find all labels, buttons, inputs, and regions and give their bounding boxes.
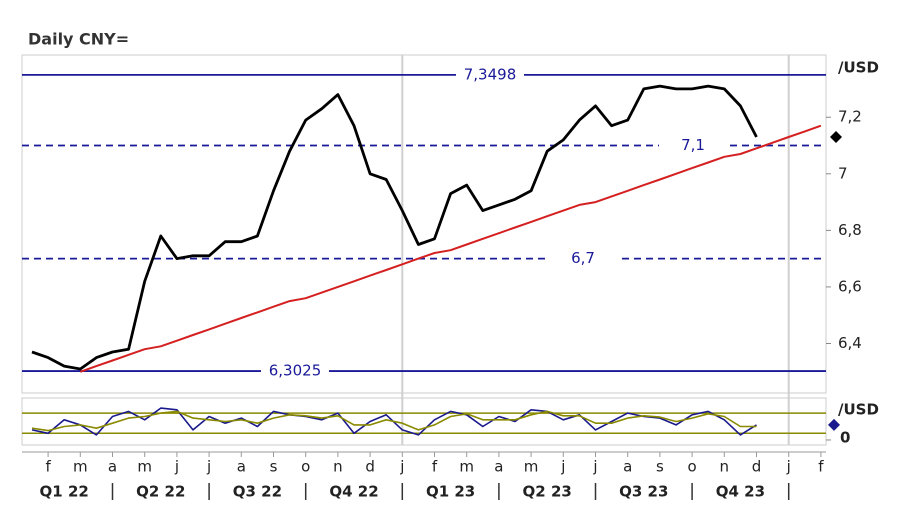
x-tick-label: a bbox=[108, 458, 117, 476]
osc-line bbox=[31, 410, 757, 432]
x-tick-label: f bbox=[432, 458, 438, 476]
x-tick-label: j bbox=[786, 458, 791, 476]
x-tick-label: s bbox=[656, 458, 664, 476]
x-tick-label: f bbox=[818, 458, 824, 476]
x-tick-label: a bbox=[494, 458, 503, 476]
x-tick-label: o bbox=[688, 458, 697, 476]
quarter-label: Q4 23 bbox=[716, 483, 765, 501]
y-tick-label: 6,8 bbox=[838, 221, 862, 239]
x-tick-label: a bbox=[237, 458, 246, 476]
x-tick-label: m bbox=[137, 458, 152, 476]
trend-line bbox=[79, 124, 822, 373]
last-value-marker bbox=[830, 131, 842, 144]
level-label: 7,1 bbox=[681, 136, 705, 154]
plot-frame bbox=[21, 54, 827, 394]
quarter-label: Q4 22 bbox=[329, 483, 378, 501]
x-tick-label: n bbox=[720, 458, 730, 476]
level-label: 6,7 bbox=[571, 249, 595, 267]
level-label-bg bbox=[659, 136, 727, 155]
level-label-bg bbox=[261, 362, 329, 381]
x-tick-label: j bbox=[592, 458, 597, 476]
x-tick-label: n bbox=[333, 458, 343, 476]
quarter-label: Q3 23 bbox=[619, 483, 668, 501]
x-tick-label: d bbox=[365, 458, 375, 476]
level-label: 7,3498 bbox=[464, 65, 517, 83]
level-label: 6,3025 bbox=[269, 362, 322, 380]
quarter-label: Q3 22 bbox=[233, 483, 282, 501]
x-tick-label: o bbox=[301, 458, 310, 476]
y-tick-label: 6,6 bbox=[838, 277, 862, 295]
unit-label: /USD bbox=[838, 59, 879, 77]
level-label-bg bbox=[456, 65, 524, 84]
x-tick-label: s bbox=[270, 458, 278, 476]
quarter-label: Q1 23 bbox=[426, 483, 475, 501]
x-tick-label: j bbox=[560, 458, 565, 476]
x-tick-label: j bbox=[399, 458, 404, 476]
x-tick-label: f bbox=[45, 458, 51, 476]
x-tick-label: j bbox=[174, 458, 179, 476]
osc-line bbox=[31, 407, 757, 436]
osc-tick-label: 0 bbox=[840, 428, 850, 446]
y-tick-label: 7,2 bbox=[838, 108, 862, 126]
x-tick-label: a bbox=[623, 458, 632, 476]
y-tick-label: 7 bbox=[838, 164, 848, 182]
chart-title: Daily CNY= bbox=[28, 30, 129, 49]
osc-frame bbox=[21, 397, 827, 446]
x-tick-label: j bbox=[206, 458, 211, 476]
osc-unit-label: /USD bbox=[838, 401, 879, 419]
level-label-bg bbox=[549, 249, 617, 268]
quarter-label: Q2 22 bbox=[136, 483, 185, 501]
x-tick-label: d bbox=[752, 458, 762, 476]
x-tick-label: m bbox=[459, 458, 474, 476]
osc-last-marker bbox=[828, 418, 840, 431]
price-line bbox=[31, 84, 758, 371]
x-tick-label: m bbox=[524, 458, 539, 476]
x-tick-label: m bbox=[73, 458, 88, 476]
quarter-label: Q1 22 bbox=[40, 483, 89, 501]
y-tick-label: 6,4 bbox=[838, 334, 862, 352]
quarter-label: Q2 23 bbox=[523, 483, 572, 501]
